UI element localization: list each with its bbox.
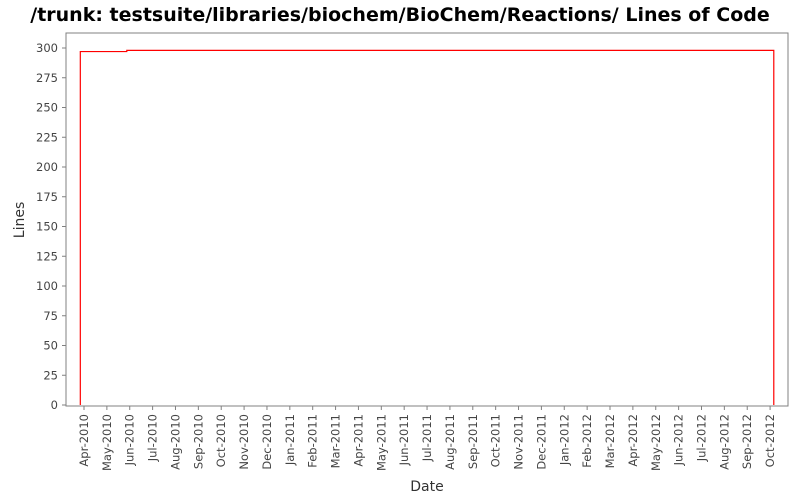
x-tick-label: Oct-2010 [214, 414, 228, 467]
x-tick-label: Mar-2012 [603, 414, 617, 468]
y-tick-label: 175 [36, 190, 58, 204]
x-tick-label: May-2012 [649, 414, 663, 471]
y-tick-label: 150 [36, 220, 58, 234]
x-tick-label: Oct-2012 [763, 414, 777, 467]
y-tick-label: 100 [36, 279, 58, 293]
chart-title: /trunk: testsuite/libraries/biochem/BioC… [30, 4, 769, 26]
y-tick-label: 250 [36, 101, 58, 115]
x-tick-label: May-2010 [100, 414, 114, 471]
y-tick-label: 75 [43, 309, 58, 323]
y-tick-label: 0 [51, 398, 58, 412]
y-tick-label: 50 [43, 339, 58, 353]
y-tick-label: 300 [36, 41, 58, 55]
x-tick-label: Sep-2010 [191, 414, 205, 469]
x-tick-label: Jun-2012 [672, 414, 686, 466]
y-axis-label: Lines [12, 202, 28, 238]
series-layer [79, 49, 775, 405]
x-tick-label: Aug-2010 [168, 414, 182, 470]
x-tick-label: Jul-2012 [694, 414, 708, 462]
x-axis: Apr-2010 May-2010 Jun-2010 Jul-2010 Aug-2010… [77, 406, 777, 471]
x-tick-label: Aug-2012 [717, 414, 731, 470]
x-tick-label: Feb-2012 [580, 414, 594, 468]
x-tick-label: May-2011 [374, 414, 388, 471]
x-tick-label: Jul-2010 [146, 414, 160, 462]
x-tick-label: Feb-2011 [306, 414, 320, 468]
x-tick-label: Jun-2011 [397, 414, 411, 466]
x-tick-label: Jan-2011 [283, 414, 297, 466]
x-tick-label: Dec-2011 [534, 414, 548, 470]
y-tick-label: 125 [36, 249, 58, 263]
x-tick-label: Nov-2010 [237, 414, 251, 470]
y-tick-label: 200 [36, 160, 58, 174]
x-tick-label: Mar-2011 [329, 414, 343, 468]
x-tick-label: Jul-2011 [420, 414, 434, 462]
y-tick-label: 225 [36, 130, 58, 144]
x-tick-label: Aug-2011 [443, 414, 457, 470]
plot-area [65, 32, 789, 407]
y-tick-label: 275 [36, 71, 58, 85]
x-tick-label: Apr-2012 [626, 414, 640, 467]
x-tick-label: Apr-2011 [351, 414, 365, 467]
x-tick-label: Sep-2012 [740, 414, 754, 469]
x-tick-label: Apr-2010 [77, 414, 91, 467]
y-axis: 0 25 50 75 100 125 150 175 200 225 250 275 300 [36, 41, 66, 412]
x-tick-label: Jan-2012 [557, 414, 571, 466]
y-tick-label: 25 [43, 368, 58, 382]
series-line [79, 49, 775, 405]
x-tick-label: Jun-2010 [123, 414, 137, 466]
x-tick-label: Sep-2011 [466, 414, 480, 469]
x-tick-label: Dec-2010 [260, 414, 274, 470]
x-axis-label: Date [410, 479, 443, 495]
x-tick-label: Oct-2011 [489, 414, 503, 467]
x-tick-label: Nov-2011 [512, 414, 526, 470]
